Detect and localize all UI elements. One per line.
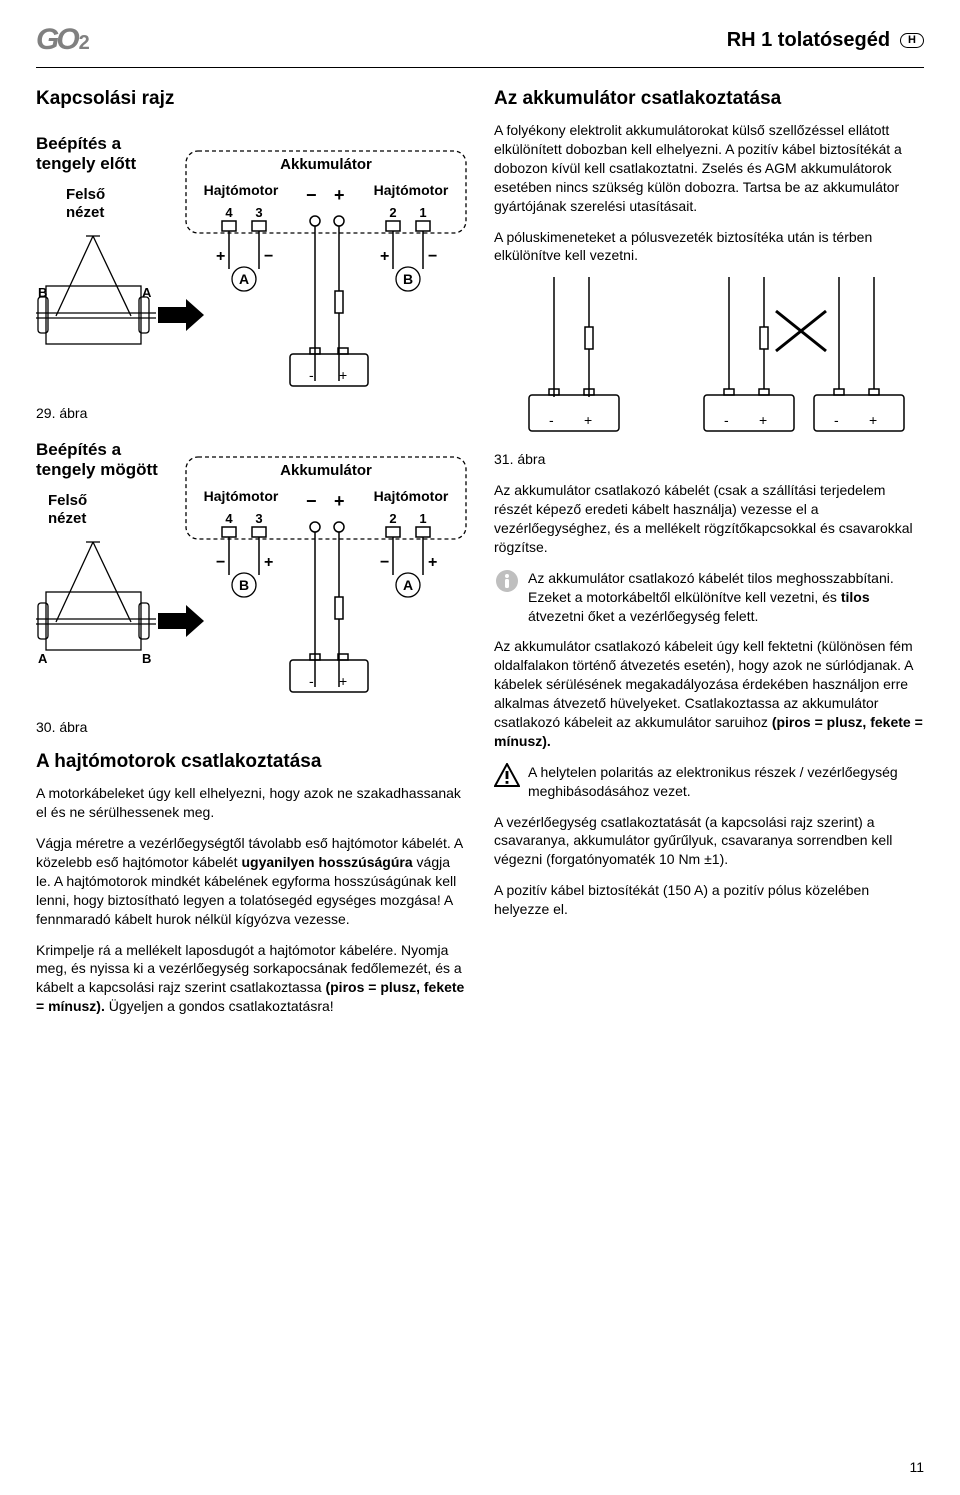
svg-text:3: 3: [255, 205, 262, 220]
svg-text:3: 3: [255, 511, 262, 526]
body-text: A pozitív kábel biztosítékát (150 A) a p…: [494, 881, 924, 919]
info-note: Az akkumulátor csatlakozó kábelét tilos …: [494, 569, 924, 626]
svg-text:4: 4: [225, 511, 233, 526]
diagram-label: nézet: [66, 204, 104, 221]
logo: GO 2: [36, 20, 90, 61]
body-text: Az akkumulátor csatlakozó kábeleit úgy k…: [494, 637, 924, 750]
svg-text:+: +: [380, 248, 389, 265]
svg-text:+: +: [869, 412, 877, 428]
diagram-30: Beépítés a tengely mögött Felső nézet Ak…: [36, 435, 468, 710]
svg-text:−: −: [306, 185, 317, 205]
figure-caption-30: 30. ábra: [36, 718, 468, 737]
svg-text:Hajtómotor: Hajtómotor: [204, 488, 279, 504]
svg-text:Beépítés a: Beépítés a: [36, 440, 122, 459]
diagram-label: Hajtómotor: [204, 182, 279, 198]
diagram-label: tengely előtt: [36, 154, 136, 173]
diagram-29: Beépítés a tengely előtt Felső nézet Akk…: [36, 121, 468, 396]
svg-text:1: 1: [419, 511, 426, 526]
svg-text:Felső: Felső: [48, 492, 87, 509]
svg-text:−: −: [380, 554, 389, 571]
svg-text:B: B: [239, 577, 249, 593]
content-columns: Kapcsolási rajz Beépítés a tengely előtt…: [36, 86, 924, 1029]
svg-text:A: A: [142, 285, 152, 300]
body-text: A póluskimeneteket a pólusvezeték biztos…: [494, 228, 924, 266]
svg-text:2: 2: [389, 205, 396, 220]
page: GO 2 RH 1 tolatósegéd H Kapcsolási rajz …: [0, 0, 960, 1048]
figure-caption-29: 29. ábra: [36, 404, 468, 423]
svg-text:+: +: [759, 412, 767, 428]
warning-note: A helytelen polaritás az elektronikus ré…: [494, 763, 924, 801]
svg-text:B: B: [142, 651, 151, 666]
svg-text:−: −: [428, 248, 437, 265]
info-text: Az akkumulátor csatlakozó kábelét tilos …: [528, 569, 924, 626]
heading-kapcsolasi: Kapcsolási rajz: [36, 86, 468, 112]
svg-text:A: A: [239, 271, 249, 287]
svg-text:+: +: [334, 185, 345, 205]
svg-text:+: +: [334, 491, 345, 511]
logo-text-go: GO: [36, 20, 77, 61]
svg-text:+: +: [428, 554, 437, 571]
svg-text:+: +: [339, 367, 347, 383]
page-number: 11: [909, 1458, 924, 1477]
svg-text:A: A: [403, 577, 413, 593]
right-column: Az akkumulátor csatlakoztatása A folyéko…: [494, 86, 924, 1029]
svg-text:−: −: [216, 554, 225, 571]
svg-text:1: 1: [419, 205, 426, 220]
svg-text:B: B: [38, 285, 47, 300]
warning-text: A helytelen polaritás az elektronikus ré…: [528, 763, 924, 801]
svg-text:+: +: [339, 673, 347, 689]
svg-text:−: −: [264, 248, 273, 265]
svg-text:-: -: [549, 412, 554, 428]
country-badge: H: [900, 33, 924, 48]
body-text: Krimpelje rá a mellékelt laposdugót a ha…: [36, 941, 468, 1017]
svg-text:Akkumulátor: Akkumulátor: [280, 462, 372, 479]
warning-icon: [494, 763, 520, 787]
svg-text:Hajtómotor: Hajtómotor: [374, 488, 449, 504]
svg-text:A: A: [38, 651, 48, 666]
svg-text:−: −: [306, 491, 317, 511]
svg-text:+: +: [216, 248, 225, 265]
svg-text:B: B: [403, 271, 413, 287]
figure-caption-31: 31. ábra: [494, 450, 924, 469]
info-icon: [494, 569, 520, 593]
svg-text:nézet: nézet: [48, 510, 86, 527]
body-text: A folyékony elektrolit akkumulátorokat k…: [494, 121, 924, 215]
logo-text-2: 2: [79, 30, 90, 57]
svg-text:4: 4: [225, 205, 233, 220]
diagram-label: Akkumulátor: [280, 156, 372, 173]
page-header: GO 2 RH 1 tolatósegéd H: [36, 20, 924, 68]
diagram-label: Felső: [66, 186, 105, 203]
header-right: RH 1 tolatósegéd H: [727, 27, 924, 54]
svg-text:-: -: [834, 412, 839, 428]
svg-text:+: +: [584, 412, 592, 428]
svg-text:-: -: [309, 367, 314, 383]
svg-text:-: -: [724, 412, 729, 428]
heading-hajtomotor: A hajtómotorok csatlakoztatása: [36, 749, 468, 775]
left-column: Kapcsolási rajz Beépítés a tengely előtt…: [36, 86, 468, 1029]
body-text: Vágja méretre a vezérlőegységtől távolab…: [36, 834, 468, 928]
svg-text:-: -: [309, 673, 314, 689]
diagram-31: - +: [494, 277, 924, 442]
body-text: Az akkumulátor csatlakozó kábelét (csak …: [494, 481, 924, 557]
svg-text:+: +: [264, 554, 273, 571]
diagram-label: Beépítés a: [36, 134, 122, 153]
product-title: RH 1 tolatósegéd: [727, 27, 890, 54]
svg-text:2: 2: [389, 511, 396, 526]
heading-akku: Az akkumulátor csatlakoztatása: [494, 86, 924, 112]
svg-text:tengely mögött: tengely mögött: [36, 460, 158, 479]
body-text: A vezérlőegység csatlakoztatását (a kapc…: [494, 813, 924, 870]
body-text: A motorkábeleket úgy kell elhelyezni, ho…: [36, 784, 468, 822]
diagram-label: Hajtómotor: [374, 182, 449, 198]
